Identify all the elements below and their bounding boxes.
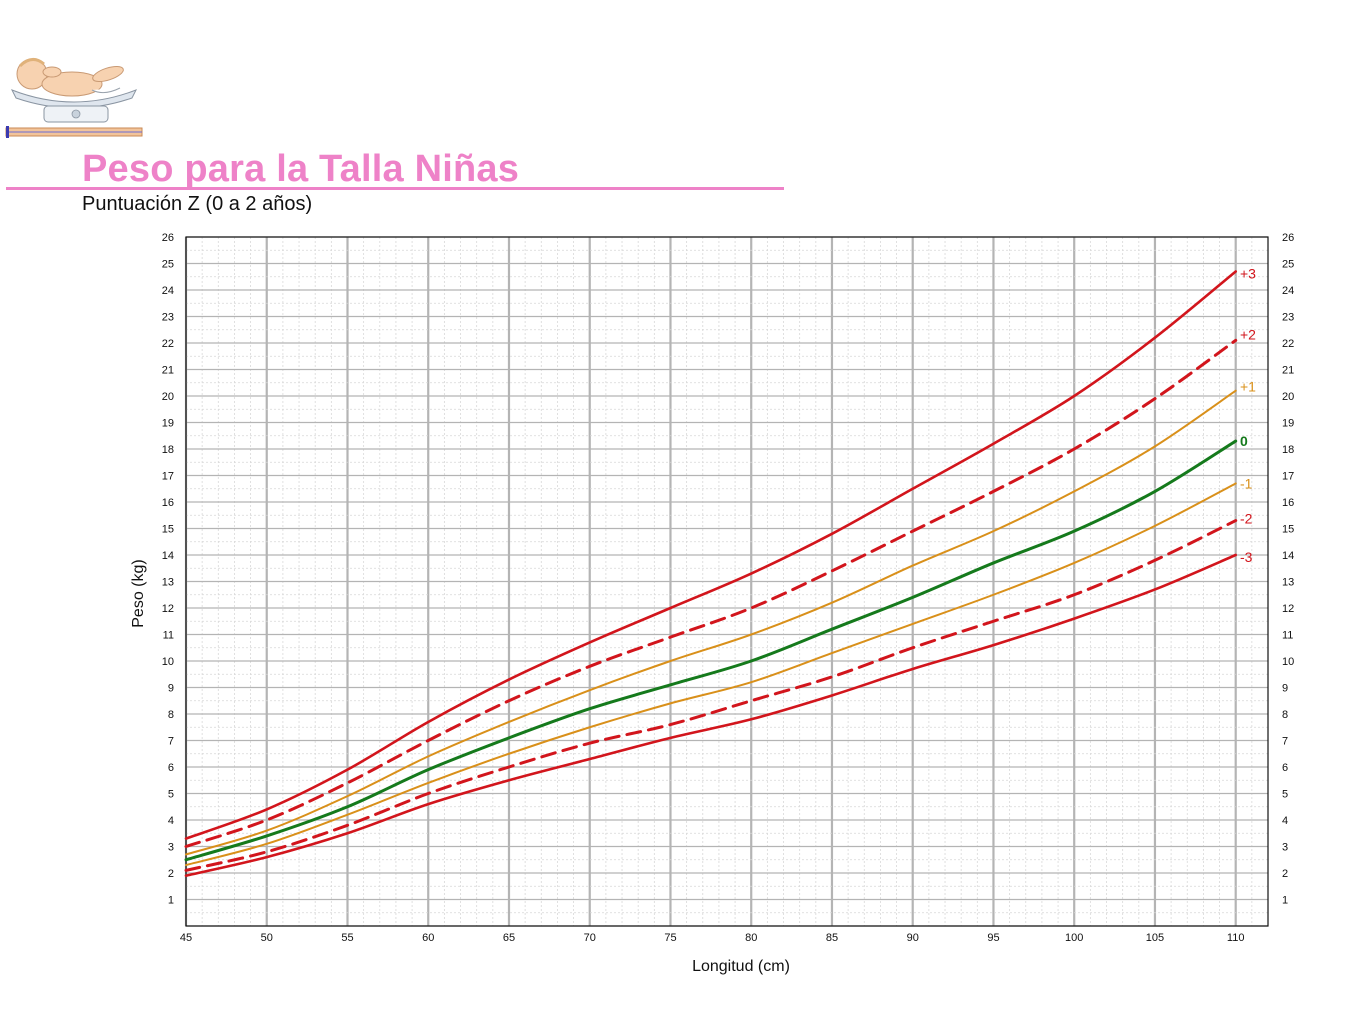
- y-tick-label-right: 4: [1282, 815, 1288, 827]
- series-label-z+2: +2: [1240, 326, 1256, 342]
- y-tick-label-right: 18: [1282, 444, 1294, 456]
- scale-tray: [10, 89, 138, 109]
- y-tick-label-right: 1: [1282, 895, 1288, 907]
- y-tick-label-right: 25: [1282, 259, 1294, 271]
- y-tick-label-left: 19: [162, 418, 174, 430]
- series-label-z-1: -1: [1240, 475, 1253, 491]
- x-tick-label: 105: [1146, 932, 1164, 944]
- x-tick-label: 95: [987, 932, 999, 944]
- y-tick-label-left: 20: [162, 391, 174, 403]
- y-tick-label-left: 5: [168, 789, 174, 801]
- x-tick-label: 90: [907, 932, 919, 944]
- x-tick-label: 75: [664, 932, 676, 944]
- chart-grid: [184, 236, 1269, 927]
- y-tick-label-right: 20: [1282, 391, 1294, 403]
- baby-on-scale-logo: [5, 58, 143, 138]
- y-tick-label-right: 15: [1282, 524, 1294, 536]
- x-tick-label: 100: [1065, 932, 1083, 944]
- y-tick-label-left: 4: [168, 815, 174, 827]
- y-tick-label-right: 26: [1282, 232, 1294, 244]
- x-tick-label: 55: [341, 932, 353, 944]
- y-tick-label-left: 11: [163, 630, 174, 642]
- x-tick-label: 110: [1227, 932, 1245, 944]
- y-tick-label-right: 13: [1282, 577, 1294, 589]
- x-tick-label: 50: [261, 932, 273, 944]
- series-line-z+2: [184, 338, 1238, 848]
- series-label-z+3: +3: [1240, 265, 1256, 281]
- series-line-z+1: [185, 389, 1237, 856]
- y-tick-label-right: 23: [1282, 312, 1294, 324]
- series-label-z-3: -3: [1240, 549, 1253, 565]
- page-subtitle: Puntuación Z (0 a 2 años): [82, 193, 313, 215]
- x-tick-label: 45: [180, 932, 192, 944]
- y-tick-label-right: 17: [1282, 471, 1294, 483]
- y-tick-label-left: 15: [162, 524, 174, 536]
- y-tick-label-right: 11: [1282, 630, 1293, 642]
- series-label-z0: 0: [1240, 433, 1248, 449]
- y-tick-label-right: 24: [1282, 285, 1294, 297]
- baby-body: [41, 71, 103, 97]
- y-tick-label-left: 13: [162, 577, 174, 589]
- y-tick-label-right: 16: [1282, 497, 1294, 509]
- series-line-z-2: [184, 519, 1238, 872]
- y-tick-label-left: 14: [162, 550, 174, 562]
- y-tick-label-right: 12: [1282, 603, 1294, 615]
- y-tick-label-left: 23: [162, 312, 174, 324]
- x-tick-label: 85: [826, 932, 838, 944]
- series-label-z-2: -2: [1240, 511, 1253, 527]
- y-tick-label-right: 19: [1282, 418, 1294, 430]
- y-tick-label-left: 7: [168, 736, 174, 748]
- y-tick-label-left: 17: [162, 471, 174, 483]
- x-tick-label: 60: [422, 932, 434, 944]
- y-tick-label-right: 10: [1282, 656, 1294, 668]
- y-tick-label-right: 21: [1282, 365, 1294, 377]
- y-tick-label-right: 7: [1282, 736, 1288, 748]
- y-tick-label-right: 3: [1282, 842, 1288, 854]
- chart-series-labels: +3 +2 +1 0 -1 -2 -3: [1240, 265, 1256, 565]
- series-line-z-1: [185, 482, 1237, 867]
- x-axis-label: Longitud (cm): [692, 958, 790, 975]
- plot-frame: [185, 236, 1269, 927]
- page-title: Peso para la Talla Niñas: [82, 148, 520, 190]
- y-tick-label-left: 1: [168, 895, 174, 907]
- y-tick-label-left: 3: [168, 842, 174, 854]
- y-tick-label-left: 12: [162, 603, 174, 615]
- y-tick-label-right: 22: [1282, 338, 1294, 350]
- x-tick-label: 70: [584, 932, 596, 944]
- y-tick-label-left: 6: [168, 762, 174, 774]
- x-tick-label: 80: [745, 932, 757, 944]
- series-label-z+1: +1: [1240, 379, 1256, 395]
- chart-series: [184, 270, 1238, 877]
- y-tick-label-left: 24: [162, 285, 174, 297]
- title-underline: [6, 187, 784, 190]
- y-tick-label-left: 16: [162, 497, 174, 509]
- y-tick-label-left: 25: [162, 259, 174, 271]
- x-tick-label: 65: [503, 932, 515, 944]
- y-tick-label-left: 10: [162, 656, 174, 668]
- series-line-z0: [184, 439, 1238, 862]
- y-tick-label-right: 8: [1282, 709, 1288, 721]
- y-tick-label-right: 5: [1282, 789, 1288, 801]
- y-tick-label-left: 26: [162, 232, 174, 244]
- y-tick-label-left: 22: [162, 338, 174, 350]
- y-tick-label-right: 14: [1282, 550, 1294, 562]
- y-tick-label-left: 2: [168, 868, 174, 880]
- y-tick-label-left: 21: [162, 365, 174, 377]
- series-line-z-3: [184, 553, 1237, 877]
- y-tick-label-left: 8: [168, 709, 174, 721]
- y-tick-label-right: 6: [1282, 762, 1288, 774]
- y-tick-label-right: 9: [1282, 683, 1288, 695]
- y-tick-label-right: 2: [1282, 868, 1288, 880]
- y-axis-label: Peso (kg): [130, 559, 147, 627]
- series-line-z+3: [184, 270, 1237, 840]
- y-tick-label-left: 9: [168, 683, 174, 695]
- y-tick-label-left: 18: [162, 444, 174, 456]
